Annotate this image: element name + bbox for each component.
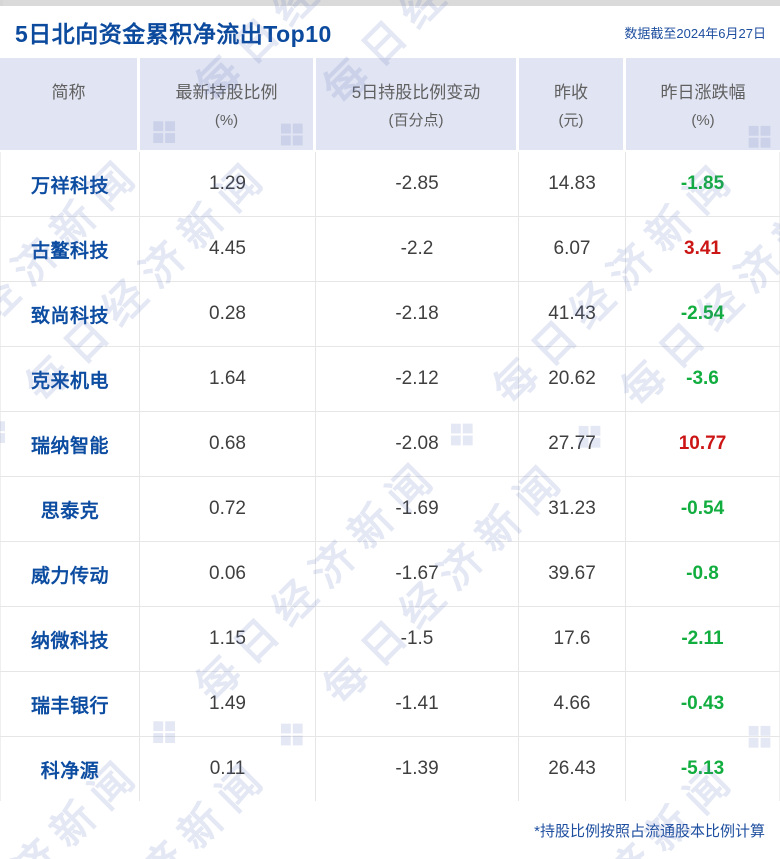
prev-close-cell: 14.83 bbox=[519, 152, 626, 216]
pct-change-cell: -5.13 bbox=[626, 737, 780, 801]
latest-ratio-cell: 0.28 bbox=[140, 282, 316, 346]
column-header-prev-close: 昨收 (元) bbox=[519, 58, 626, 150]
stock-name-cell: 瑞纳智能 bbox=[0, 412, 140, 476]
change-5d-cell: -1.69 bbox=[316, 477, 519, 541]
stock-name-cell: 纳微科技 bbox=[0, 607, 140, 671]
pct-change-cell: 10.77 bbox=[626, 412, 780, 476]
pct-change-cell: -3.6 bbox=[626, 347, 780, 411]
column-header-latest-ratio: 最新持股比例 (%) bbox=[140, 58, 316, 150]
stock-name-cell: 古鳌科技 bbox=[0, 217, 140, 281]
latest-ratio-cell: 4.45 bbox=[140, 217, 316, 281]
page-title: 5日北向资金累积净流出Top10 bbox=[15, 21, 332, 47]
stock-name-cell: 威力传动 bbox=[0, 542, 140, 606]
data-cutoff-date: 数据截至2024年6月27日 bbox=[624, 25, 766, 41]
prev-close-cell: 6.07 bbox=[519, 217, 626, 281]
footnote: *持股比例按照占流通股本比例计算 bbox=[534, 822, 765, 840]
column-header-name: 简称 bbox=[0, 58, 140, 150]
pct-change-cell: -2.54 bbox=[626, 282, 780, 346]
change-5d-cell: -2.85 bbox=[316, 152, 519, 216]
title-bar: 5日北向资金累积净流出Top10 数据截至2024年6月27日 bbox=[0, 6, 780, 58]
change-5d-cell: -1.67 bbox=[316, 542, 519, 606]
change-5d-cell: -1.5 bbox=[316, 607, 519, 671]
pct-change-cell: -0.43 bbox=[626, 672, 780, 736]
stock-name-cell: 科净源 bbox=[0, 737, 140, 801]
pct-change-cell: 3.41 bbox=[626, 217, 780, 281]
prev-close-cell: 20.62 bbox=[519, 347, 626, 411]
latest-ratio-cell: 0.06 bbox=[140, 542, 316, 606]
table-row: 古鳌科技 4.45 -2.2 6.07 3.41 bbox=[0, 217, 780, 282]
prev-close-cell: 17.6 bbox=[519, 607, 626, 671]
stock-name-cell: 思泰克 bbox=[0, 477, 140, 541]
top-edge-strip bbox=[0, 0, 780, 6]
table-row: 克来机电 1.64 -2.12 20.62 -3.6 bbox=[0, 347, 780, 412]
table-body: 万祥科技 1.29 -2.85 14.83 -1.85 古鳌科技 4.45 -2.2 6.07 3… bbox=[0, 152, 780, 802]
table-row: 瑞纳智能 0.68 -2.08 27.77 10.77 bbox=[0, 412, 780, 477]
pct-change-cell: -0.54 bbox=[626, 477, 780, 541]
table-row: 纳微科技 1.15 -1.5 17.6 -2.11 bbox=[0, 607, 780, 672]
stock-name-cell: 瑞丰银行 bbox=[0, 672, 140, 736]
table-row: 万祥科技 1.29 -2.85 14.83 -1.85 bbox=[0, 152, 780, 217]
pct-change-cell: -1.85 bbox=[626, 152, 780, 216]
table-row: 思泰克 0.72 -1.69 31.23 -0.54 bbox=[0, 477, 780, 542]
prev-close-cell: 26.43 bbox=[519, 737, 626, 801]
prev-close-cell: 27.77 bbox=[519, 412, 626, 476]
prev-close-cell: 31.23 bbox=[519, 477, 626, 541]
change-5d-cell: -2.2 bbox=[316, 217, 519, 281]
latest-ratio-cell: 0.68 bbox=[140, 412, 316, 476]
change-5d-cell: -2.18 bbox=[316, 282, 519, 346]
table-row: 威力传动 0.06 -1.67 39.67 -0.8 bbox=[0, 542, 780, 607]
table-header-row: 简称 最新持股比例 (%) 5日持股比例变动 (百分点) 昨收 (元) 昨日涨跌… bbox=[0, 58, 780, 150]
stock-name-cell: 克来机电 bbox=[0, 347, 140, 411]
latest-ratio-cell: 0.11 bbox=[140, 737, 316, 801]
column-header-pct-change: 昨日涨跌幅 (%) bbox=[626, 58, 780, 150]
latest-ratio-cell: 1.29 bbox=[140, 152, 316, 216]
latest-ratio-cell: 0.72 bbox=[140, 477, 316, 541]
stock-name-cell: 致尚科技 bbox=[0, 282, 140, 346]
table-row: 致尚科技 0.28 -2.18 41.43 -2.54 bbox=[0, 282, 780, 347]
stock-name-cell: 万祥科技 bbox=[0, 152, 140, 216]
change-5d-cell: -1.41 bbox=[316, 672, 519, 736]
change-5d-cell: -1.39 bbox=[316, 737, 519, 801]
table-row: 瑞丰银行 1.49 -1.41 4.66 -0.43 bbox=[0, 672, 780, 737]
latest-ratio-cell: 1.15 bbox=[140, 607, 316, 671]
pct-change-cell: -0.8 bbox=[626, 542, 780, 606]
prev-close-cell: 41.43 bbox=[519, 282, 626, 346]
pct-change-cell: -2.11 bbox=[626, 607, 780, 671]
change-5d-cell: -2.12 bbox=[316, 347, 519, 411]
latest-ratio-cell: 1.49 bbox=[140, 672, 316, 736]
prev-close-cell: 39.67 bbox=[519, 542, 626, 606]
table-row: 科净源 0.11 -1.39 26.43 -5.13 bbox=[0, 737, 780, 802]
column-header-5d-change: 5日持股比例变动 (百分点) bbox=[316, 58, 519, 150]
data-table: 简称 最新持股比例 (%) 5日持股比例变动 (百分点) 昨收 (元) 昨日涨跌… bbox=[0, 58, 780, 802]
latest-ratio-cell: 1.64 bbox=[140, 347, 316, 411]
prev-close-cell: 4.66 bbox=[519, 672, 626, 736]
change-5d-cell: -2.08 bbox=[316, 412, 519, 476]
footer: *持股比例按照占流通股本比例计算 bbox=[0, 801, 780, 859]
